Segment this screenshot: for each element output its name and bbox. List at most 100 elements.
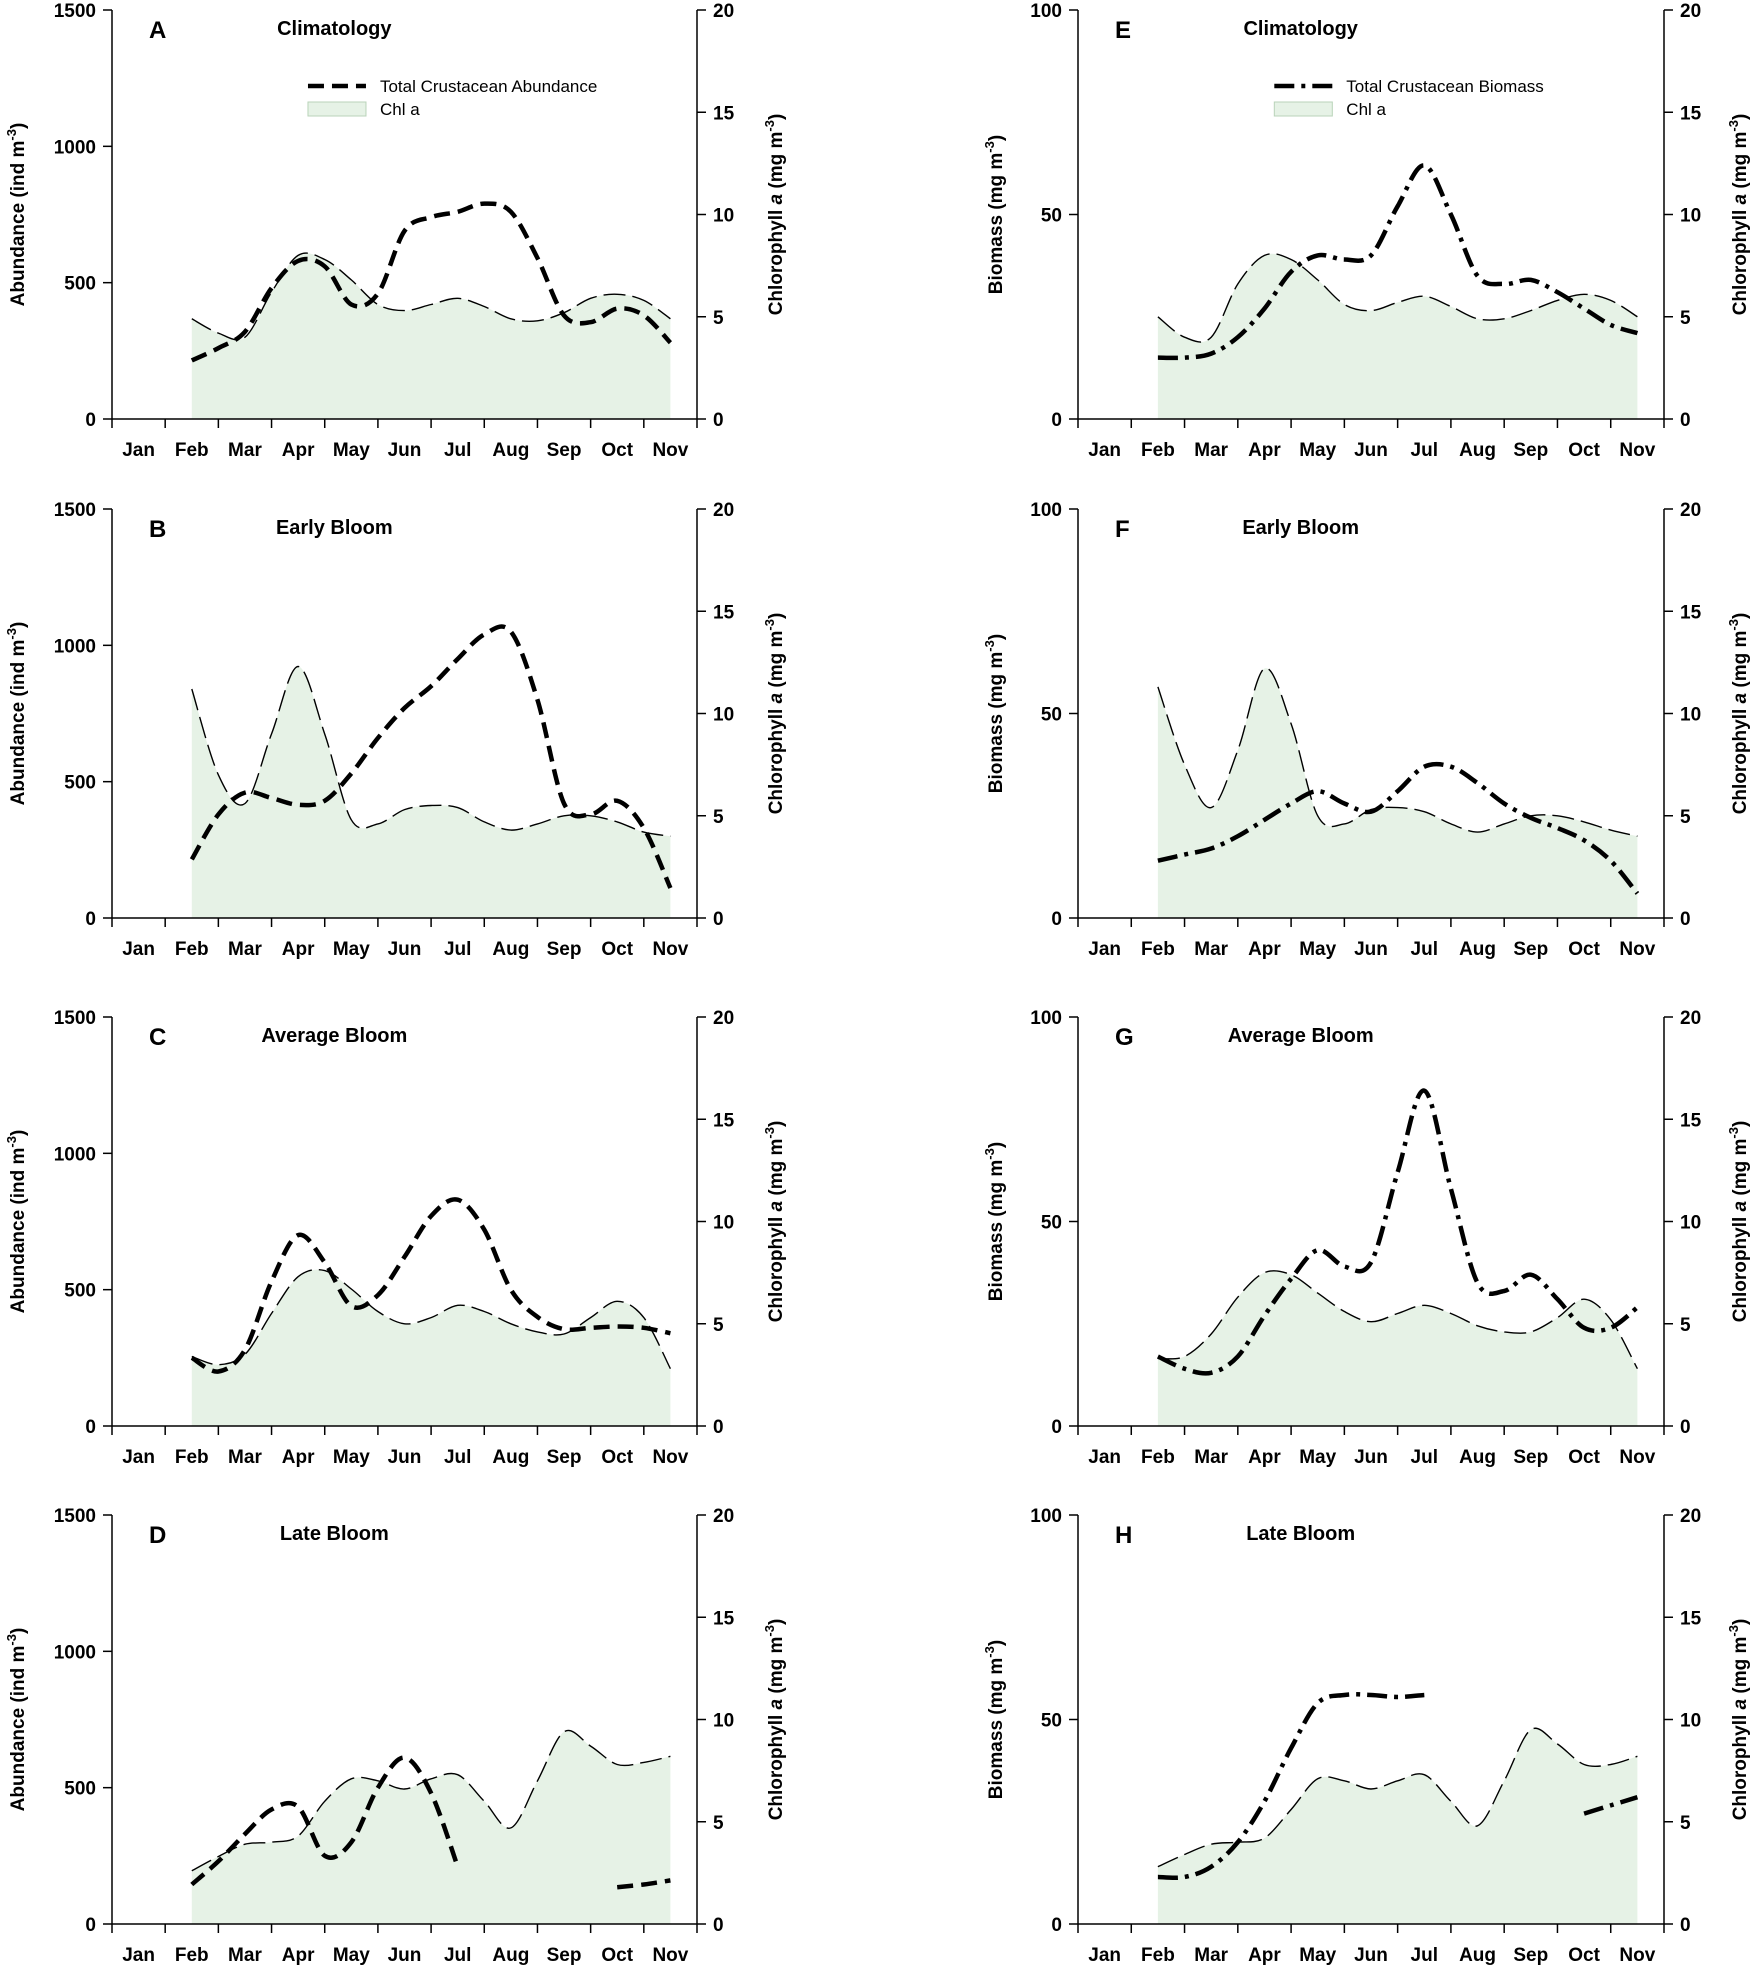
right-tick-label: 20 xyxy=(1680,1008,1701,1029)
crustacean-line-g-0 xyxy=(1156,1088,1639,1376)
right-tick-label: 10 xyxy=(1680,206,1701,227)
x-tick-label: Mar xyxy=(228,939,262,960)
left-axis-label: Abundance (ind m-3) xyxy=(4,123,29,307)
chl-area-g xyxy=(1157,1270,1638,1426)
right-axis-label: Chlorophyll a (mg m-3) xyxy=(762,114,787,316)
x-tick-label: Feb xyxy=(1141,1945,1175,1966)
x-tick-label: Feb xyxy=(1141,939,1175,960)
x-tick-label: Sep xyxy=(1513,939,1548,960)
x-tick-label: Mar xyxy=(228,1945,262,1966)
chl-line-e xyxy=(1157,253,1638,343)
x-tick-label: Oct xyxy=(601,440,633,461)
x-tick-label: Jan xyxy=(1088,1447,1121,1468)
right-tick-label: 0 xyxy=(713,909,724,930)
panel-letter: G xyxy=(1115,1024,1134,1051)
left-tick-label: 500 xyxy=(64,274,96,295)
x-tick-label: Sep xyxy=(547,939,582,960)
x-tick-label: Mar xyxy=(228,1447,262,1468)
legend: Total Crustacean Biomass Chl a xyxy=(1273,77,1544,119)
left-tick-label: 500 xyxy=(64,773,96,794)
x-tick-label: Jun xyxy=(388,440,422,461)
x-tick-label: Jul xyxy=(444,1447,471,1468)
x-tick-label: Jan xyxy=(122,440,155,461)
right-tick-label: 5 xyxy=(1680,308,1691,329)
x-tick-label: Mar xyxy=(1194,440,1228,461)
right-tick-label: 15 xyxy=(713,1110,735,1131)
right-tick-label: 0 xyxy=(713,1915,724,1936)
crustacean-line-d-0 xyxy=(190,1755,460,1887)
left-tick-label: 50 xyxy=(1041,705,1062,726)
right-tick-label: 15 xyxy=(1680,103,1702,124)
legend-label-main: Total Crustacean Biomass xyxy=(1346,77,1543,96)
x-tick-label: Jul xyxy=(1411,1447,1438,1468)
x-tick-label: Mar xyxy=(1194,1447,1228,1468)
left-tick-label: 0 xyxy=(1051,1915,1062,1936)
left-tick-label: 50 xyxy=(1041,206,1062,227)
panel-letter: F xyxy=(1115,516,1130,543)
chart-panel-g: 0 50 100 0 5 10 15 20 Jan Feb Mar Apr May Jun Jul Aug Se… xyxy=(982,1008,1751,1468)
x-tick-label: Feb xyxy=(175,440,209,461)
right-axis-label: Chlorophyll a (mg m-3) xyxy=(1726,1121,1751,1323)
right-tick-label: 20 xyxy=(1680,1506,1701,1527)
x-tick-label: Jan xyxy=(122,1447,155,1468)
right-axis-label: Chlorophyll a (mg m-3) xyxy=(1726,114,1751,316)
right-tick-label: 10 xyxy=(713,206,734,227)
right-tick-label: 10 xyxy=(713,1711,734,1732)
x-tick-label: Apr xyxy=(1248,440,1281,461)
panel-letter: E xyxy=(1115,17,1131,44)
x-tick-label: Apr xyxy=(1248,939,1281,960)
chl-area-f xyxy=(1157,668,1638,918)
x-tick-label: Aug xyxy=(492,1447,529,1468)
x-tick-label: Oct xyxy=(601,939,633,960)
x-tick-label: Apr xyxy=(282,939,315,960)
left-axis-label: Abundance (ind m-3) xyxy=(4,1628,29,1812)
x-tick-label: May xyxy=(1299,1945,1336,1966)
left-tick-label: 0 xyxy=(85,410,96,431)
crustacean-line-f-0 xyxy=(1157,761,1640,895)
x-tick-label: Feb xyxy=(1141,1447,1175,1468)
x-tick-label: Jul xyxy=(1411,440,1438,461)
right-tick-label: 5 xyxy=(1680,1813,1691,1834)
left-tick-label: 0 xyxy=(85,1915,96,1936)
x-tick-label: May xyxy=(333,440,370,461)
chart-panel-c: 0 500 1000 1500 0 5 10 15 20 Jan Feb Mar Apr May Jun Ju… xyxy=(4,1008,787,1468)
chart-panel-h: 0 50 100 0 5 10 15 20 Jan Feb Mar Apr May Jun Jul Aug Se… xyxy=(982,1506,1751,1966)
left-tick-label: 1500 xyxy=(54,1,96,22)
x-tick-label: Mar xyxy=(228,440,262,461)
left-tick-label: 1500 xyxy=(54,500,96,521)
x-tick-label: Aug xyxy=(1459,1945,1496,1966)
legend-label-chl: Chl a xyxy=(1346,100,1386,119)
panel-letter: H xyxy=(1115,1522,1132,1549)
x-tick-label: Feb xyxy=(175,1447,209,1468)
x-tick-label: Jan xyxy=(122,1945,155,1966)
left-tick-label: 500 xyxy=(64,1779,96,1800)
right-axis-label: Chlorophyll a (mg m-3) xyxy=(762,1121,787,1323)
x-tick-label: Sep xyxy=(547,440,582,461)
panel-title: Climatology xyxy=(1243,18,1358,40)
chart-panel-b: 0 500 1000 1500 0 5 10 15 20 Jan Feb Mar Apr May Jun Ju… xyxy=(4,500,787,960)
x-tick-label: Jul xyxy=(1411,1945,1438,1966)
x-tick-label: May xyxy=(1299,1447,1336,1468)
panel-title: Early Bloom xyxy=(276,517,393,539)
x-tick-label: Jan xyxy=(1088,440,1121,461)
x-tick-label: Jun xyxy=(1354,1945,1388,1966)
chart-panel-e: 0 50 100 0 5 10 15 20 Jan Feb Mar Apr May Jun Jul Aug Se… xyxy=(982,1,1751,461)
right-tick-label: 20 xyxy=(713,1506,734,1527)
left-tick-label: 100 xyxy=(1030,1008,1062,1029)
left-tick-label: 50 xyxy=(1041,1711,1062,1732)
x-tick-label: May xyxy=(1299,939,1336,960)
right-tick-label: 0 xyxy=(1680,909,1691,930)
left-axis-label: Abundance (ind m-3) xyxy=(4,1130,29,1314)
left-axis-label: Biomass (mg m-3) xyxy=(982,1640,1007,1799)
x-tick-label: Nov xyxy=(1619,440,1655,461)
x-tick-label: Jun xyxy=(1354,440,1388,461)
left-tick-label: 0 xyxy=(1051,909,1062,930)
chl-area-a xyxy=(191,253,671,419)
crustacean-line-a-0 xyxy=(190,201,673,363)
x-tick-label: Aug xyxy=(492,440,529,461)
right-tick-label: 0 xyxy=(713,410,724,431)
right-tick-label: 10 xyxy=(1680,1213,1701,1234)
x-tick-label: Oct xyxy=(601,1447,633,1468)
legend: Total Crustacean Abundance Chl a xyxy=(307,77,597,119)
